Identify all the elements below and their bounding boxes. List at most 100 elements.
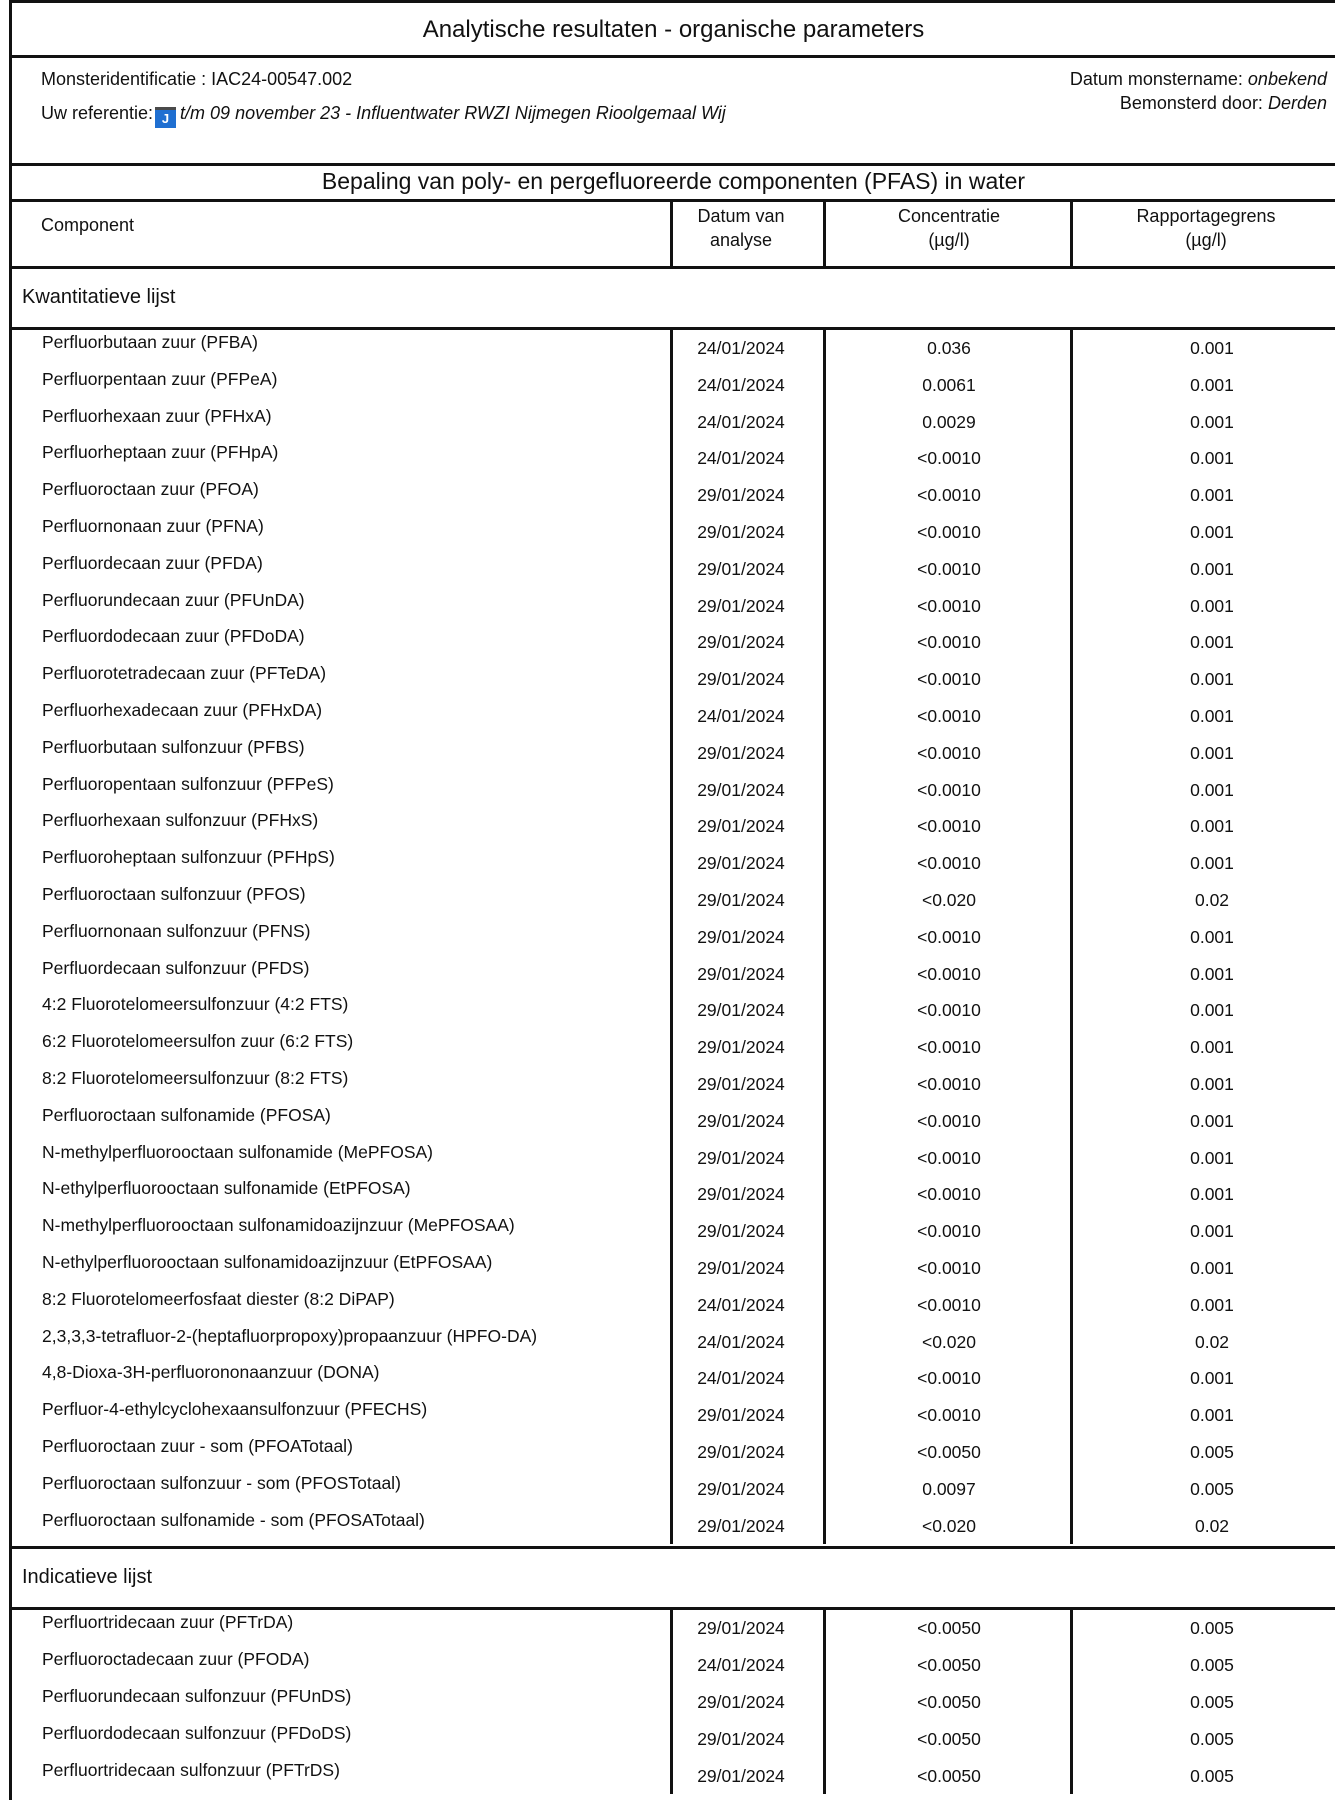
analysis-date: 29/01/2024 <box>697 816 785 837</box>
analysis-date: 29/01/2024 <box>697 1147 785 1168</box>
col-header-date-line2: analyse <box>709 230 773 250</box>
table-row: Perfluorheptaan zuur (PFHpA) 24/01/2024 <0… <box>12 440 1335 476</box>
component-name: Perfluordodecaan zuur (PFDoDA) <box>42 626 305 647</box>
table-row: N-methylperfluorooctaan sulfonamide (MeP… <box>12 1140 1335 1176</box>
analysis-date: 24/01/2024 <box>697 338 785 358</box>
concentration-value: <0.0010 <box>917 706 981 726</box>
concentration-value: <0.0010 <box>917 742 981 763</box>
sampled-by: Bemonsterd door: Derden <box>1120 93 1327 114</box>
sampling-date-value: onbekend <box>1247 69 1327 89</box>
reference-badge-icon: J <box>155 107 177 128</box>
component-name: Perfluoroctaan zuur (PFOA) <box>42 479 259 500</box>
table-row: Perfluorotetradecaan zuur (PFTeDA) 29/01/… <box>12 661 1335 697</box>
component-name: 4,8-Dioxa-3H-perfluorononaanzuur (DONA) <box>42 1362 380 1383</box>
concentration-value: <0.020 <box>921 1515 976 1536</box>
reporting-limit: 0.001 <box>1190 338 1234 358</box>
concentration-value: <0.0010 <box>917 1037 981 1058</box>
concentration-value: <0.0010 <box>917 595 981 616</box>
section-title-divider <box>12 199 1335 202</box>
page-title: Analytische resultaten - organische para… <box>422 16 925 43</box>
analysis-date: 29/01/2024 <box>697 1728 785 1749</box>
reporting-limit: 0.001 <box>1190 1110 1234 1131</box>
concentration-value: <0.0050 <box>917 1728 981 1749</box>
concentration-value: 0.0097 <box>922 1478 976 1499</box>
column-separator <box>823 1610 826 1795</box>
analysis-date: 29/01/2024 <box>697 1765 785 1786</box>
table-row: Perfluorbutaan zuur (PFBA) 24/01/2024 0.03… <box>12 330 1335 366</box>
analysis-date: 29/01/2024 <box>697 742 785 763</box>
concentration-value: <0.0010 <box>917 1110 981 1131</box>
sampling-date-label: Datum monstername: <box>1069 69 1243 89</box>
analysis-date: 29/01/2024 <box>697 1515 785 1536</box>
concentration-value: 0.036 <box>927 338 971 358</box>
component-name: Perfluorhexadecaan zuur (PFHxDA) <box>42 700 323 720</box>
analysis-date: 24/01/2024 <box>697 411 785 432</box>
concentration-value: 0.0061 <box>922 374 976 395</box>
column-separator <box>823 330 826 1545</box>
table-row: Perfluoroctaan sulfonzuur - som (PFOSTot… <box>12 1471 1335 1507</box>
analysis-date: 29/01/2024 <box>697 485 785 506</box>
concentration-value: <0.0050 <box>917 1765 981 1786</box>
analysis-date: 24/01/2024 <box>697 448 785 469</box>
table-row: N-ethylperfluorooctaan sulfonamidoazijnz… <box>12 1250 1335 1286</box>
analysis-date: 29/01/2024 <box>697 558 785 579</box>
reporting-limit: 0.005 <box>1190 1692 1234 1712</box>
table-row: Perfluorhexaan sulfonzuur (PFHxS) 29/01/2… <box>12 808 1335 844</box>
analysis-date: 29/01/2024 <box>697 595 785 616</box>
analysis-date: 29/01/2024 <box>697 1000 785 1021</box>
sampled-by-label: Bemonsterd door: <box>1119 93 1263 113</box>
analysis-date: 29/01/2024 <box>697 1110 785 1131</box>
component-name: Perfluortridecaan zuur (PFTrDA) <box>42 1612 294 1633</box>
reference-value: t/m 09 november 23 - Influentwater RWZI … <box>180 103 726 123</box>
reporting-limit: 0.001 <box>1190 1000 1234 1021</box>
table-row: 4:2 Fluorotelomeersulfonzuur (4:2 FTS) 29… <box>12 992 1335 1028</box>
analysis-date: 29/01/2024 <box>697 1692 785 1712</box>
group-title: Indicatieve lijst <box>22 1566 153 1589</box>
analysis-date: 29/01/2024 <box>697 963 785 984</box>
component-name: 4:2 Fluorotelomeersulfonzuur (4:2 FTS) <box>42 994 349 1015</box>
table-row: Perfluorpentaan zuur (PFPeA) 24/01/2024 0.… <box>12 367 1335 403</box>
reporting-limit: 0.001 <box>1190 632 1234 653</box>
analysis-date: 29/01/2024 <box>697 669 785 690</box>
component-name: 6:2 Fluorotelomeersulfon zuur (6:2 FTS) <box>42 1031 354 1052</box>
reporting-limit: 0.001 <box>1190 1294 1234 1315</box>
col-header-conc-line2: (µg/l) <box>928 230 970 250</box>
component-name: Perfluorotetradecaan zuur (PFTeDA) <box>42 663 327 684</box>
table-row: Perfluorhexadecaan zuur (PFHxDA) 24/01/20… <box>12 698 1335 734</box>
frame-left-border <box>9 0 12 1800</box>
col-header-limit-line2: (µg/l) <box>1185 230 1227 250</box>
reporting-limit: 0.001 <box>1190 742 1234 763</box>
table-row: 2,3,3,3-tetrafluor-2-(heptafluorpropoxy)… <box>12 1324 1335 1360</box>
meta-divider <box>12 163 1335 166</box>
table-row: Perfluorbutaan sulfonzuur (PFBS) 29/01/20… <box>12 735 1335 771</box>
concentration-value: <0.0010 <box>917 669 981 690</box>
col-header-limit: Rapportagegrens (µg/l) <box>1077 204 1335 252</box>
component-name: Perfluornonaan zuur (PFNA) <box>42 516 264 536</box>
reporting-limit: 0.005 <box>1190 1728 1234 1749</box>
table-row: Perfluorundecaan sulfonzuur (PFUnDS) 29/0… <box>12 1684 1335 1720</box>
component-name: Perfluorundecaan zuur (PFUnDA) <box>42 589 305 610</box>
concentration-value: <0.0010 <box>917 1147 981 1168</box>
component-name: Perfluoroctadecaan zuur (PFODA) <box>42 1649 310 1670</box>
reporting-limit: 0.001 <box>1190 853 1234 874</box>
concentration-value: <0.0050 <box>917 1692 981 1712</box>
component-name: 2,3,3,3-tetrafluor-2-(heptafluorpropoxy)… <box>42 1325 538 1346</box>
analysis-date: 29/01/2024 <box>697 522 785 542</box>
component-name: Perfluoropentaan sulfonzuur (PFPeS) <box>42 773 334 794</box>
component-name: Perfluortridecaan sulfonzuur (PFTrDS) <box>42 1759 340 1780</box>
component-name: 8:2 Fluorotelomeersulfonzuur (8:2 FTS) <box>42 1068 349 1088</box>
reporting-limit: 0.005 <box>1190 1765 1234 1786</box>
component-name: Perfluornonaan sulfonzuur (PFNS) <box>42 920 311 941</box>
table-row: Perfluoroctaan sulfonamide - som (PFOSAT… <box>12 1508 1335 1544</box>
concentration-value: <0.0010 <box>917 1221 981 1242</box>
col-header-divider <box>12 266 1335 269</box>
component-name: 8:2 Fluorotelomeerfosfaat diester (8:2 D… <box>42 1288 395 1309</box>
component-name: Perfluoroctaan sulfonamide (PFOSA) <box>42 1104 331 1125</box>
concentration-value: <0.0050 <box>917 1618 981 1639</box>
reporting-limit: 0.001 <box>1190 816 1234 837</box>
component-name: Perfluordodecaan sulfonzuur (PFDoDS) <box>42 1722 352 1743</box>
col-header-concentration: Concentratie (µg/l) <box>824 204 1074 252</box>
analysis-date: 29/01/2024 <box>697 1618 785 1639</box>
